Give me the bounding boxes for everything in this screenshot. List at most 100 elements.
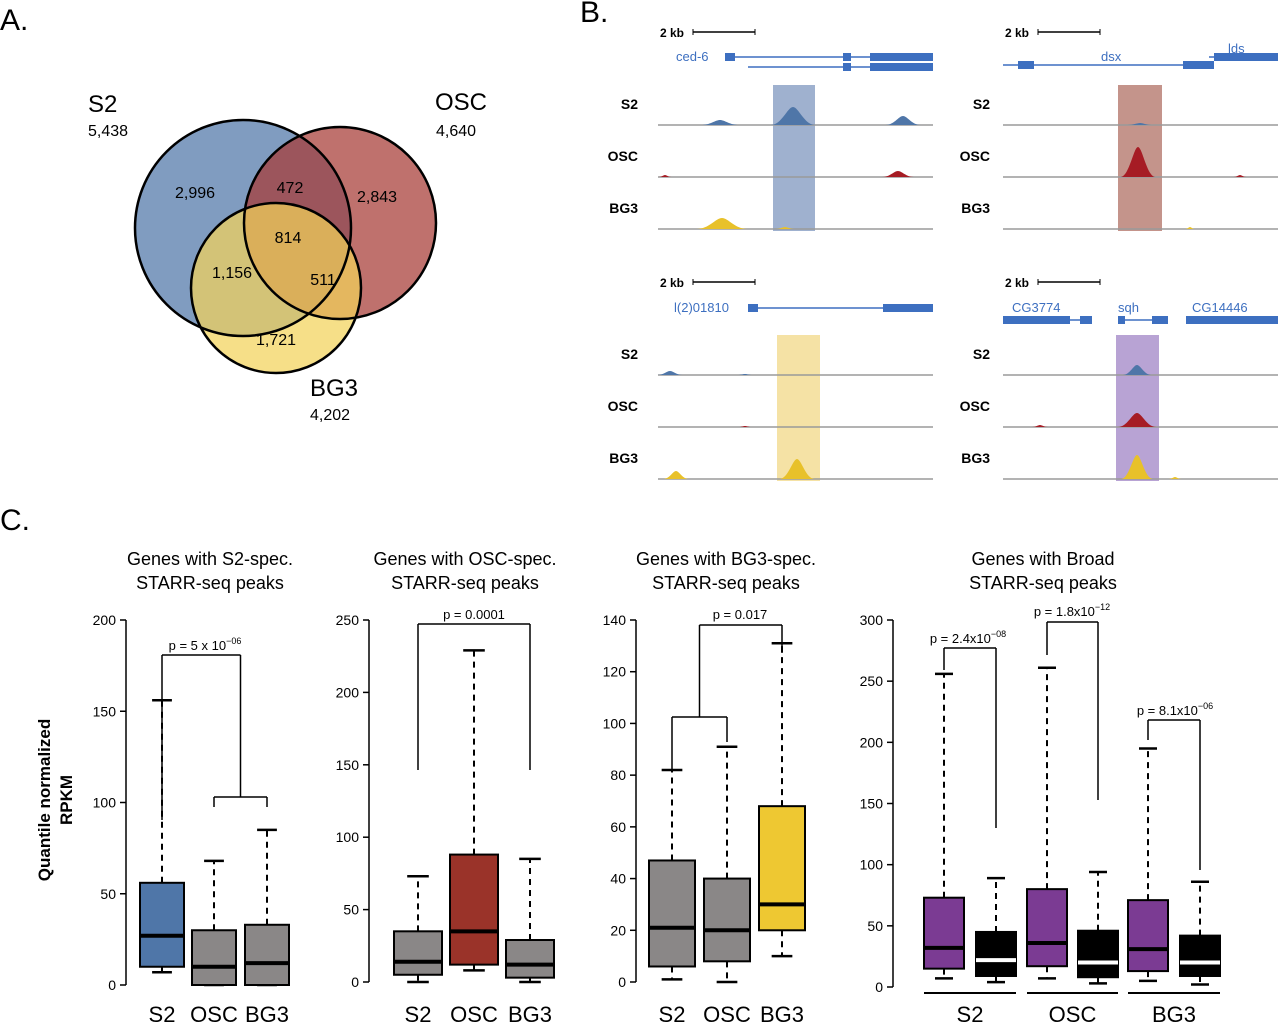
locus-highlight: [777, 335, 820, 481]
p-value-label: p = 0.0001: [443, 607, 505, 622]
y-axis-title: Quantile normalized RPKM: [35, 719, 76, 881]
box-plot-title: Genes with BG3-spec.: [636, 549, 816, 569]
box-iqr: [923, 896, 965, 970]
browser-locus: 2 kb CG3774 sqh CG14446 S2 OSC BG3: [960, 276, 1278, 481]
scale-bar-label: 2 kb: [660, 276, 684, 290]
box-iqr: [139, 881, 185, 968]
panel-c-label: C.: [0, 504, 30, 537]
y-axis-title-line-2: RPKM: [57, 775, 76, 825]
significance-bracket: p = 0.0001: [417, 607, 531, 770]
track-label: BG3: [609, 450, 638, 466]
track-label: OSC: [608, 148, 638, 164]
gene-label: l(2)01810: [674, 300, 729, 315]
x-tick-label: OSC: [450, 1002, 498, 1023]
track-peak: [1032, 425, 1048, 427]
gene-label: CG14446: [1192, 300, 1248, 315]
box-plot-subtitle: STARR-seq peaks: [652, 573, 800, 593]
y-tick-label: 140: [603, 612, 627, 628]
track-peak: [657, 371, 683, 375]
track-peak: [1185, 227, 1195, 229]
y-tick-label: 0: [875, 979, 883, 995]
box: [1077, 870, 1119, 985]
box: [393, 875, 443, 984]
track-label: S2: [973, 346, 990, 362]
track-label: BG3: [609, 200, 638, 216]
gene-label: sqh: [1118, 300, 1139, 315]
track-peak: [1117, 413, 1157, 427]
venn-label-s2: S2: [88, 91, 117, 118]
venn-region-s2-osc: 472: [277, 180, 304, 197]
track-peak: [658, 175, 672, 177]
gene-exon: [1214, 53, 1278, 61]
p-value-label: p = 0.017: [713, 607, 768, 622]
box: [923, 672, 965, 980]
gene-label: ced-6: [676, 49, 709, 64]
x-tick-label: S2: [957, 1002, 984, 1023]
track-peak: [1127, 123, 1153, 125]
scale-bar-label: 2 kb: [1005, 276, 1029, 290]
gene-exon: [1186, 316, 1278, 324]
gene-label: dsx: [1101, 49, 1122, 64]
venn-region-s2-only: 2,996: [175, 185, 215, 202]
x-tick-label: BG3: [508, 1002, 552, 1023]
box: [244, 828, 290, 987]
venn-region-osc-bg3: 511: [310, 272, 336, 289]
track-label: OSC: [960, 148, 990, 164]
x-tick-label: S2: [659, 1002, 686, 1023]
box-iqr: [758, 805, 806, 932]
track-label: OSC: [608, 398, 638, 414]
track-peak: [775, 227, 795, 229]
significance-bracket: p = 8.1x10−06: [1137, 701, 1213, 870]
box-iqr: [1179, 934, 1221, 977]
track-peak: [885, 116, 921, 125]
box: [703, 745, 751, 984]
y-tick-label: 150: [93, 703, 117, 719]
y-tick-label: 200: [860, 734, 884, 750]
y-tick-label: 200: [336, 684, 360, 700]
box-plot-subtitle: STARR-seq peaks: [136, 573, 284, 593]
significance-bracket: p = 2.4x10−08: [930, 629, 1006, 828]
venn-label-osc: OSC: [435, 89, 487, 116]
box: [191, 859, 237, 987]
browser-locus: 2 kb l(2)01810 S2 OSC BG3: [608, 276, 933, 481]
venn-region-osc-only: 2,843: [357, 189, 397, 206]
track-peak: [1121, 455, 1153, 479]
p-value-label: p = 1.8x10−12: [1034, 602, 1110, 619]
panel-b-label: B.: [580, 0, 608, 29]
significance-bracket: p = 0.017: [671, 607, 783, 770]
track-peak: [696, 218, 748, 229]
track-label: BG3: [961, 200, 990, 216]
track-label: S2: [621, 96, 638, 112]
gene-exon: [843, 63, 851, 71]
track-label: S2: [973, 96, 990, 112]
y-tick-label: 200: [93, 612, 117, 628]
box-iqr: [1077, 929, 1119, 979]
box-plot-title: Genes with Broad: [971, 549, 1114, 569]
significance-bracket: p = 5 x 10−06: [161, 636, 268, 820]
gene-exon: [1080, 316, 1092, 324]
venn-total-osc: 4,640: [436, 123, 476, 140]
track-peak: [1120, 147, 1156, 177]
locus-highlight: [773, 85, 815, 231]
track-label: OSC: [960, 398, 990, 414]
browser-locus: 2 kb dsx lds S2 OSC BG3: [960, 26, 1278, 231]
box-plots: Genes with S2-spec. STARR-seq peaks 0 50 100…: [93, 549, 1221, 1023]
venn-region-all: 814: [275, 230, 302, 247]
y-tick-label: 100: [336, 829, 360, 845]
gene-exon: [1018, 61, 1034, 69]
x-tick-label: OSC: [190, 1002, 238, 1023]
scale-bar-label: 2 kb: [1005, 26, 1029, 40]
box: [975, 876, 1017, 984]
box-iqr: [449, 853, 499, 966]
track-peak: [1168, 477, 1182, 479]
browser-locus: 2 kb ced-6 S2 OSC BG3: [608, 26, 933, 231]
significance-bracket: p = 1.8x10−12: [1034, 602, 1110, 800]
panel-a-label: A.: [0, 4, 28, 37]
box-iqr: [648, 859, 696, 968]
gene-exon: [1183, 61, 1214, 69]
y-tick-label: 100: [603, 715, 627, 731]
y-tick-label: 250: [336, 612, 360, 628]
box-iqr: [244, 923, 290, 987]
track-peak: [737, 374, 753, 375]
track-peak: [700, 120, 740, 125]
